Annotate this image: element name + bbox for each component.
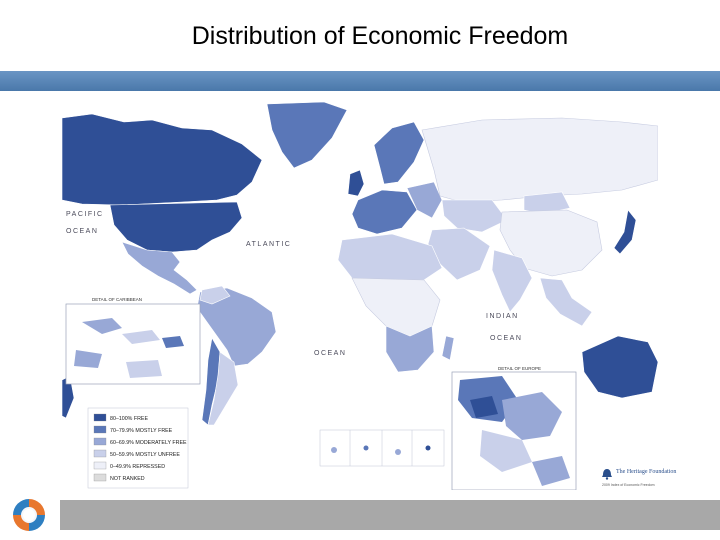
region-kazakhstan	[441, 199, 508, 233]
region-eastern-europe	[406, 181, 443, 219]
europe-inset-title: DETAIL OF EUROPE	[498, 366, 541, 371]
region-india	[491, 249, 533, 313]
islands-inset-strip	[319, 429, 445, 467]
map-legend: 80–100% FREE 70–79.9% MOSTLY FREE 60–69.…	[87, 407, 189, 489]
region-greenland	[266, 101, 348, 169]
legend-label-free: 80–100% FREE	[110, 416, 148, 422]
globe-swirl-icon	[13, 499, 45, 531]
legend-item-mostly-free: 70–79.9% MOSTLY FREE	[93, 425, 173, 434]
ocean-label-atlantic: ATLANTIC	[246, 241, 291, 248]
region-argentina	[207, 351, 239, 426]
region-central-africa	[351, 277, 441, 337]
ocean-label-pacific: PACIFIC	[66, 211, 104, 218]
region-russia	[421, 117, 658, 203]
legend-item-not-ranked: NOT RANKED	[93, 473, 145, 482]
footer-bar	[60, 500, 720, 530]
world-map: PACIFIC OCEAN ATLANTIC OCEAN INDIAN OCEA…	[62, 100, 658, 490]
region-southeast-asia	[539, 277, 593, 327]
region-china	[499, 209, 603, 277]
ocean-label-indian: INDIAN	[486, 313, 519, 320]
legend-item-free: 80–100% FREE	[93, 413, 148, 422]
region-usa	[109, 201, 243, 253]
legend-item-moderately-free: 60–69.9% MODERATELY FREE	[93, 437, 187, 446]
ocean-label-pacific-2: OCEAN	[66, 228, 98, 235]
region-canada	[62, 113, 263, 206]
legend-label-repressed: 0–49.9% REPRESSED	[110, 464, 165, 470]
region-brazil	[196, 287, 277, 367]
region-venezuela	[199, 285, 231, 305]
caribbean-inset-title: DETAIL OF CARIBBEAN	[92, 297, 142, 302]
legend-item-mostly-unfree: 50–59.9% MOSTLY UNFREE	[93, 449, 180, 458]
slide-title: Distribution of Economic Freedom	[191, 22, 569, 50]
region-north-africa	[337, 233, 443, 283]
region-western-europe	[351, 189, 418, 235]
caribbean-inset: DETAIL OF CARIBBEAN	[65, 297, 201, 385]
region-uk	[347, 169, 365, 197]
region-middle-east	[427, 227, 491, 281]
header-accent-bar	[0, 71, 720, 91]
legend-item-repressed: 0–49.9% REPRESSED	[93, 461, 165, 470]
world-map-svg: PACIFIC OCEAN ATLANTIC OCEAN INDIAN OCEA…	[62, 101, 658, 490]
legend-label-mostly-unfree: 50–59.9% MOSTLY UNFREE	[110, 452, 180, 458]
ocean-label-indian-2: OCEAN	[490, 335, 522, 342]
region-australia	[581, 335, 658, 399]
region-mexico	[121, 241, 198, 295]
ocean-label-south: OCEAN	[314, 350, 346, 357]
legend-label-moderately-free: 60–69.9% MODERATELY FREE	[110, 440, 187, 446]
publisher-credit: The Heritage Foundation 2009 Index of Ec…	[598, 468, 676, 492]
bell-icon	[602, 469, 612, 480]
legend-label-not-ranked: NOT RANKED	[110, 476, 145, 482]
region-southern-africa	[385, 325, 435, 373]
europe-inset: DETAIL OF EUROPE	[451, 366, 577, 490]
publisher-subtitle: 2009 Index of Economic Freedom	[602, 483, 655, 487]
region-madagascar	[441, 335, 455, 361]
region-japan	[613, 209, 637, 255]
legend-label-mostly-free: 70–79.9% MOSTLY FREE	[110, 428, 173, 434]
publisher-name: The Heritage Foundation	[616, 469, 677, 475]
region-scandinavia	[373, 121, 425, 185]
